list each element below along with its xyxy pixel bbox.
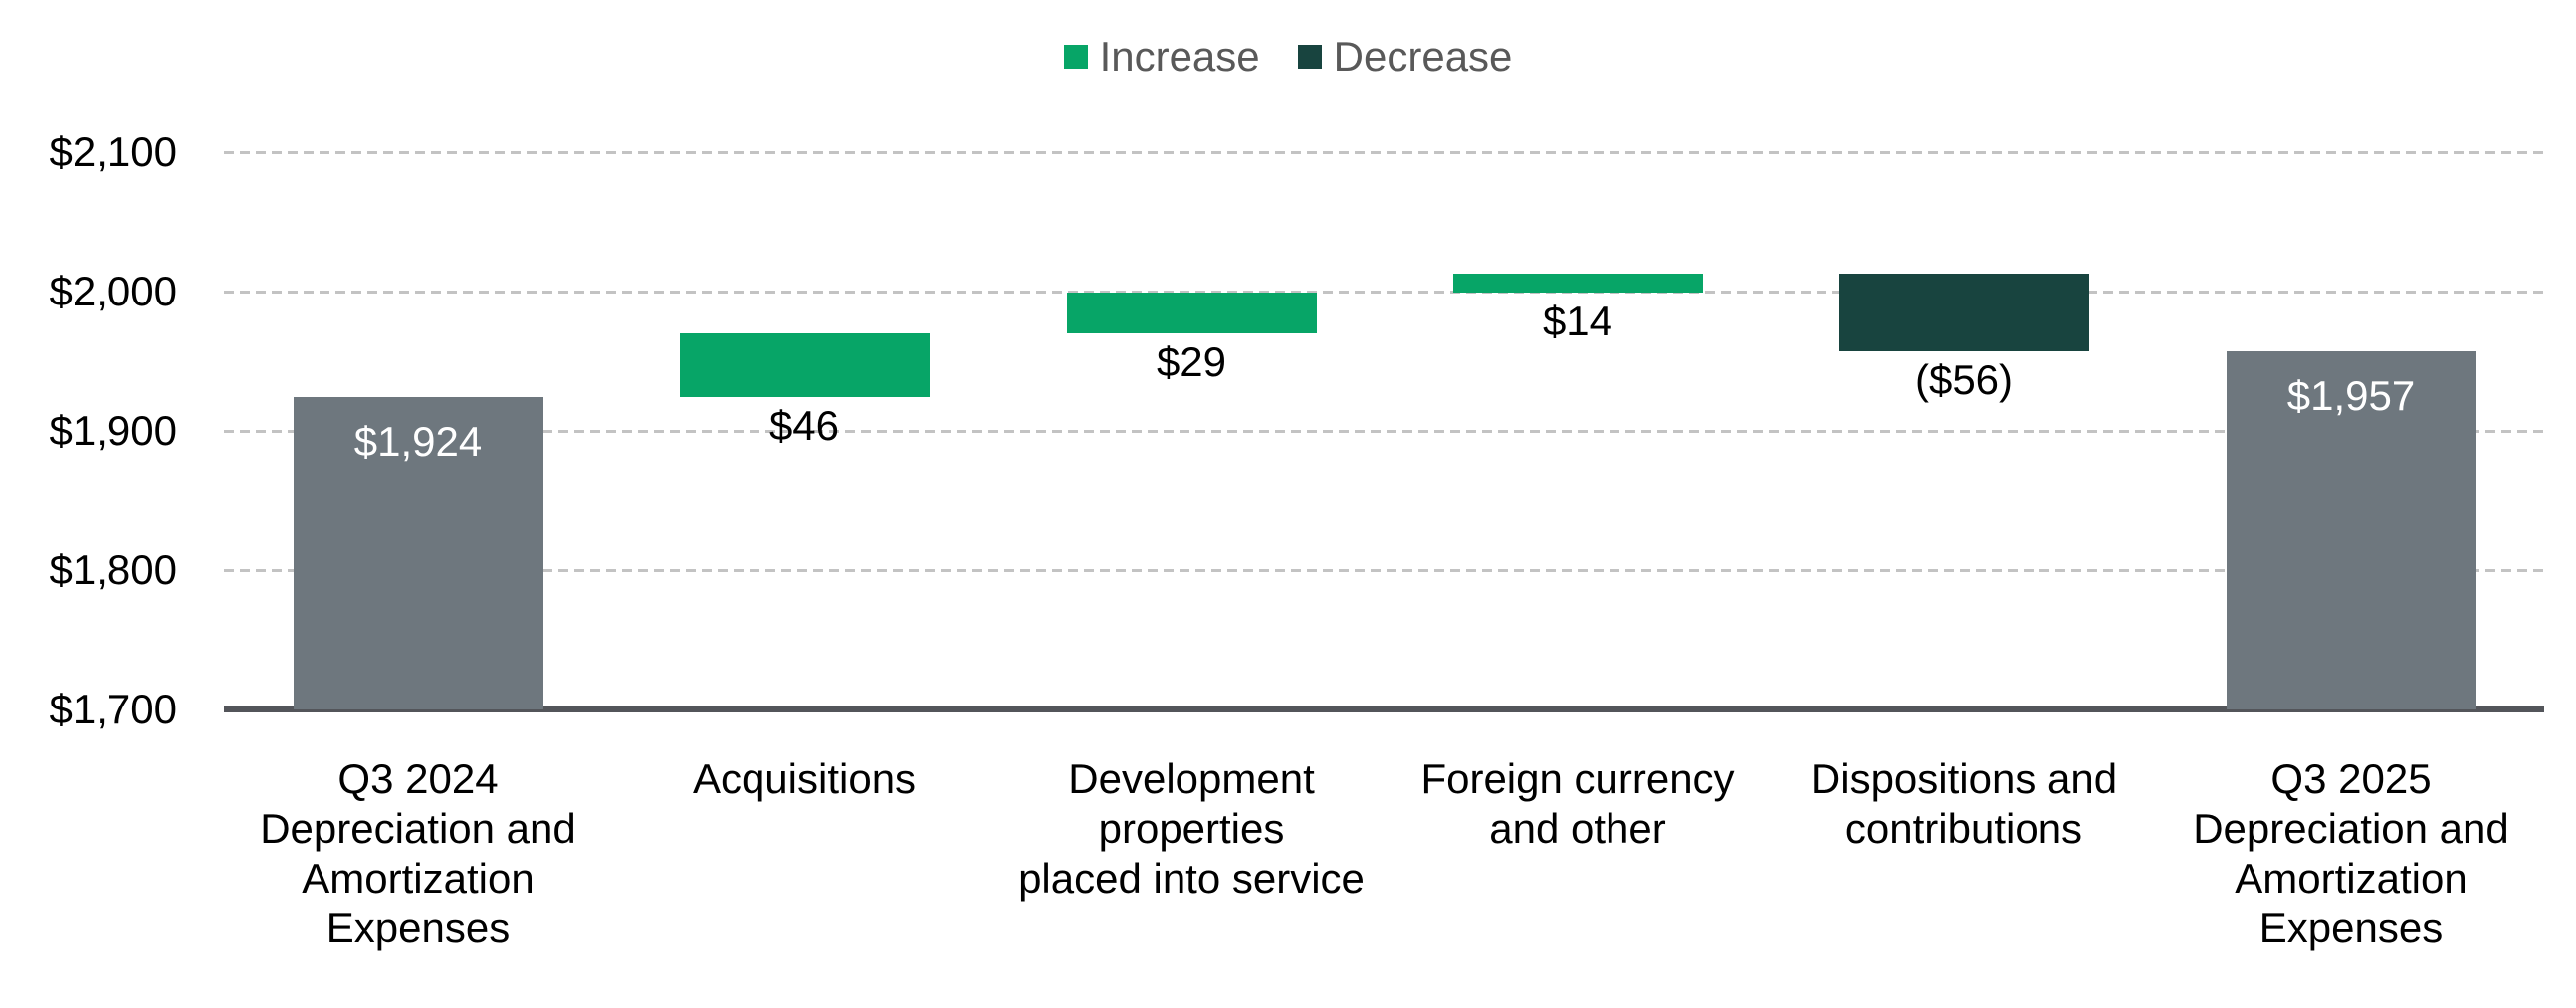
waterfall-bar-total: $1,957 bbox=[2226, 351, 2476, 709]
legend: Increase Decrease bbox=[0, 36, 2576, 78]
bar-value-label: $14 bbox=[1542, 298, 1613, 345]
bar-value-label: ($56) bbox=[1914, 356, 2014, 404]
x-category-label: Foreign currency and other bbox=[1420, 755, 1735, 852]
bar-value-label: $29 bbox=[1156, 338, 1227, 385]
x-category-label: Development properties placed into servi… bbox=[1018, 755, 1365, 902]
legend-label-increase: Increase bbox=[1099, 33, 1260, 80]
waterfall-bar-increase bbox=[1066, 293, 1317, 333]
decrease-swatch-icon bbox=[1297, 45, 1322, 69]
x-category-label: Dispositions and contributions bbox=[1810, 755, 2118, 852]
bar-value-label: $1,957 bbox=[2286, 372, 2416, 420]
bar-value-label: $1,924 bbox=[353, 418, 483, 466]
gridline bbox=[224, 569, 2544, 572]
increase-swatch-icon bbox=[1063, 45, 1088, 69]
waterfall-bar-total: $1,924 bbox=[293, 397, 543, 709]
x-category-label: Q3 2024 Depreciation and Amortization Ex… bbox=[260, 755, 576, 951]
legend-item-decrease: Decrease bbox=[1297, 33, 1513, 80]
y-tick-label: $2,100 bbox=[49, 128, 177, 175]
bar-value-label: $46 bbox=[768, 402, 840, 450]
gridline bbox=[224, 430, 2544, 433]
y-tick-label: $1,700 bbox=[49, 686, 177, 732]
waterfall-bar-increase bbox=[1452, 273, 1703, 294]
y-tick-label: $1,800 bbox=[49, 546, 177, 593]
x-axis-line bbox=[224, 706, 2544, 712]
legend-label-decrease: Decrease bbox=[1333, 33, 1513, 80]
x-category-label: Q3 2025 Depreciation and Amortization Ex… bbox=[2193, 755, 2509, 951]
x-category-label: Acquisitions bbox=[692, 755, 917, 802]
y-tick-label: $1,900 bbox=[49, 407, 177, 454]
gridline bbox=[224, 151, 2544, 154]
y-tick-label: $2,000 bbox=[49, 268, 177, 314]
legend-item-increase: Increase bbox=[1063, 33, 1260, 80]
waterfall-bar-decrease bbox=[1838, 273, 2089, 352]
waterfall-bar-increase bbox=[679, 333, 930, 398]
gridline bbox=[224, 291, 2544, 294]
